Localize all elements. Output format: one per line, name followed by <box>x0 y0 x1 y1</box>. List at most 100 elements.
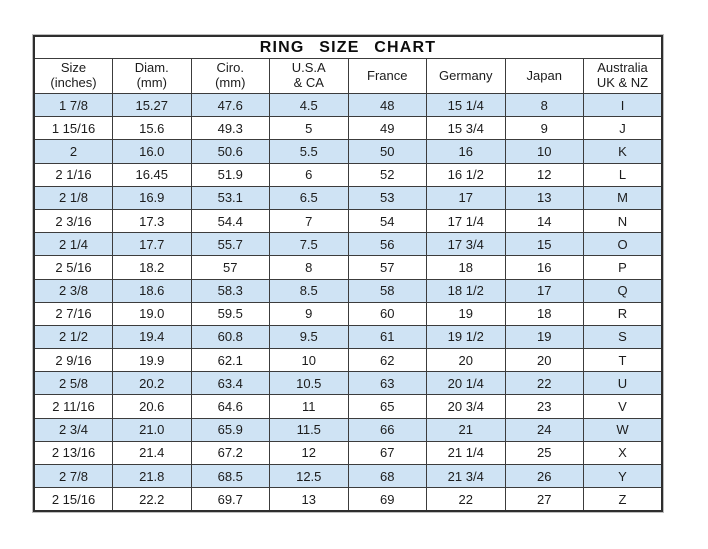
table-cell: 15 1/4 <box>426 92 506 118</box>
table-cell: 2 <box>33 139 113 164</box>
table-cell: 48 <box>347 92 427 118</box>
table-cell: 20 <box>504 348 584 373</box>
table-cell: 51.9 <box>190 162 270 187</box>
table-cell: R <box>583 301 663 326</box>
table-cell: 63.4 <box>190 371 270 396</box>
table-cell: L <box>583 162 663 187</box>
table-cell: 15.27 <box>112 92 192 118</box>
table-row: 1 15/16 15.6 49.3 5 49 15 3/4 9 J <box>33 116 663 141</box>
table-cell: 2 11/16 <box>33 394 113 419</box>
table-cell: 21 <box>426 417 506 442</box>
table-row: 2 1/8 16.9 53.1 6.5 53 17 13 M <box>33 185 663 210</box>
table-cell: 21.4 <box>112 440 192 466</box>
table-cell: 18.6 <box>112 278 192 303</box>
table-cell: 2 1/2 <box>33 324 113 350</box>
table-cell: 22 <box>426 487 506 512</box>
column-header-row: Size (inches) Diam. (mm) Ciro. (mm) U.S.A &… <box>33 58 663 94</box>
table-cell: 5.5 <box>269 139 349 164</box>
table-cell: 16.0 <box>112 139 192 164</box>
table-cell: 63 <box>347 371 427 396</box>
table-cell: 2 3/8 <box>33 278 113 303</box>
table-cell: 60.8 <box>190 324 270 350</box>
table-cell: 69.7 <box>190 487 270 512</box>
table-cell: 54.4 <box>190 208 270 234</box>
table-cell: 12 <box>504 162 584 187</box>
table-head: RING SIZE CHART Size (inches) Diam. (mm) C… <box>33 35 663 94</box>
table-cell: 12.5 <box>269 463 349 489</box>
table-cell: 2 1/16 <box>33 162 113 187</box>
table-cell: 2 5/16 <box>33 255 113 280</box>
table-row: 2 15/16 22.2 69.7 13 69 22 27 Z <box>33 487 663 512</box>
table-row: 2 3/16 17.3 54.4 7 54 17 1/4 14 N <box>33 208 663 234</box>
table-row: 2 3/4 21.0 65.9 11.5 66 21 24 W <box>33 417 663 442</box>
table-cell: 21 1/4 <box>426 440 506 466</box>
table-cell: 50.6 <box>190 139 270 164</box>
table-cell: 20 1/4 <box>426 371 506 396</box>
column-header: France <box>347 58 427 94</box>
table-cell: 64.6 <box>190 394 270 419</box>
table-cell: 22 <box>504 371 584 396</box>
table-row: 2 1/16 16.45 51.9 6 52 16 1/2 12 L <box>33 162 663 187</box>
table-cell: 1 15/16 <box>33 116 113 141</box>
table-cell: 19 <box>504 324 584 350</box>
table-cell: 54 <box>347 208 427 234</box>
table-cell: 19 1/2 <box>426 324 506 350</box>
table-cell: 19 <box>426 301 506 326</box>
table-cell: 19.0 <box>112 301 192 326</box>
table-cell: 19.9 <box>112 348 192 373</box>
table-row: 2 5/16 18.2 57 8 57 18 16 P <box>33 255 663 280</box>
table-cell: 59.5 <box>190 301 270 326</box>
table-cell: 52 <box>347 162 427 187</box>
table-cell: 10.5 <box>269 371 349 396</box>
table-row: 2 7/8 21.8 68.5 12.5 68 21 3/4 26 Y <box>33 463 663 489</box>
table-cell: 58.3 <box>190 278 270 303</box>
ring-size-table: RING SIZE CHART Size (inches) Diam. (mm) C… <box>33 35 663 513</box>
column-header: Ciro. (mm) <box>190 58 270 94</box>
table-cell: 53.1 <box>190 185 270 210</box>
table-cell: 66 <box>347 417 427 442</box>
table-cell: 17.7 <box>112 232 192 257</box>
table-cell: 67.2 <box>190 440 270 466</box>
table-cell: 19.4 <box>112 324 192 350</box>
table-cell: 2 3/16 <box>33 208 113 234</box>
table-cell: 6.5 <box>269 185 349 210</box>
table-cell: 13 <box>269 487 349 512</box>
table-cell: 10 <box>269 348 349 373</box>
table-cell: 22.2 <box>112 487 192 512</box>
table-cell: 4.5 <box>269 92 349 118</box>
table-cell: 2 15/16 <box>33 487 113 512</box>
table-cell: 58 <box>347 278 427 303</box>
table-cell: 18 <box>426 255 506 280</box>
table-cell: 8 <box>504 92 584 118</box>
table-cell: I <box>583 92 663 118</box>
table-cell: 20.2 <box>112 371 192 396</box>
table-row: 2 16.0 50.6 5.5 50 16 10 K <box>33 139 663 164</box>
table-cell: U <box>583 371 663 396</box>
table-cell: 6 <box>269 162 349 187</box>
table-cell: 49.3 <box>190 116 270 141</box>
table-cell: 2 13/16 <box>33 440 113 466</box>
table-cell: S <box>583 324 663 350</box>
table-cell: 24 <box>504 417 584 442</box>
table-cell: 56 <box>347 232 427 257</box>
table-cell: 18 1/2 <box>426 278 506 303</box>
column-header: Germany <box>426 58 506 94</box>
table-cell: 21 3/4 <box>426 463 506 489</box>
table-cell: 16 1/2 <box>426 162 506 187</box>
column-header: Australia UK & NZ <box>583 58 663 94</box>
table-cell: 7.5 <box>269 232 349 257</box>
column-header: Diam. (mm) <box>112 58 192 94</box>
table-cell: P <box>583 255 663 280</box>
table-cell: 7 <box>269 208 349 234</box>
table-cell: 11 <box>269 394 349 419</box>
table-row: 2 11/16 20.6 64.6 11 65 20 3/4 23 V <box>33 394 663 419</box>
table-cell: 68 <box>347 463 427 489</box>
table-cell: 55.7 <box>190 232 270 257</box>
table-cell: 9 <box>269 301 349 326</box>
table-cell: 15.6 <box>112 116 192 141</box>
table-cell: 26 <box>504 463 584 489</box>
column-header: U.S.A & CA <box>269 58 349 94</box>
table-cell: M <box>583 185 663 210</box>
table-cell: 1 7/8 <box>33 92 113 118</box>
table-cell: 18.2 <box>112 255 192 280</box>
